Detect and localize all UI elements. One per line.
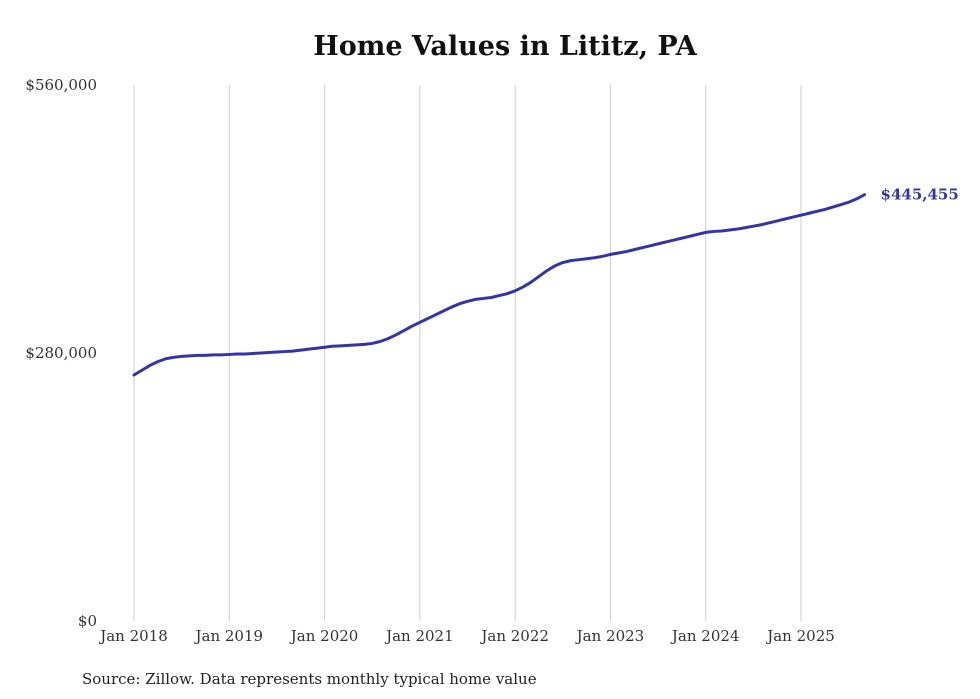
gridline-layer (133, 85, 802, 621)
x-axis-tick-label: Jan 2023 (575, 627, 645, 645)
x-axis-tick-label: Jan 2025 (765, 627, 835, 645)
x-axis-tick-label: Jan 2022 (479, 627, 549, 645)
x-axis-tick-label: Jan 2019 (194, 627, 264, 645)
y-axis-tick-label: $280,000 (25, 344, 97, 362)
y-axis-tick-label: $0 (78, 612, 97, 630)
line-layer (132, 193, 867, 377)
y-axis-tick-label: $560,000 (25, 76, 97, 94)
x-axis-tick-label: Jan 2024 (670, 627, 740, 645)
x-axis-tick-label: Jan 2021 (384, 627, 454, 645)
source-note: Source: Zillow. Data represents monthly … (82, 670, 537, 688)
x-axis-tick-label: Jan 2018 (98, 627, 168, 645)
value-line (132, 193, 867, 377)
axis-label-layer: Jan 2018 Jan 2019 Jan 2020 Jan 2021 Jan 2022… (25, 76, 834, 645)
end-value-label: $445,455 (881, 186, 959, 204)
chart-title: Home Values in Lititz, PA (313, 31, 697, 62)
x-axis-tick-label: Jan 2020 (289, 627, 359, 645)
